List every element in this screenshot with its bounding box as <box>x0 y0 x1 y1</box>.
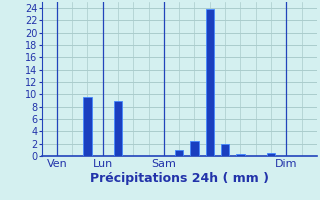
Bar <box>221 144 229 156</box>
Bar <box>114 101 122 156</box>
Bar <box>267 153 275 156</box>
Bar <box>236 154 244 156</box>
Bar <box>175 150 183 156</box>
Bar <box>205 9 214 156</box>
Bar <box>83 97 92 156</box>
X-axis label: Précipitations 24h ( mm ): Précipitations 24h ( mm ) <box>90 172 269 185</box>
Bar <box>190 141 199 156</box>
